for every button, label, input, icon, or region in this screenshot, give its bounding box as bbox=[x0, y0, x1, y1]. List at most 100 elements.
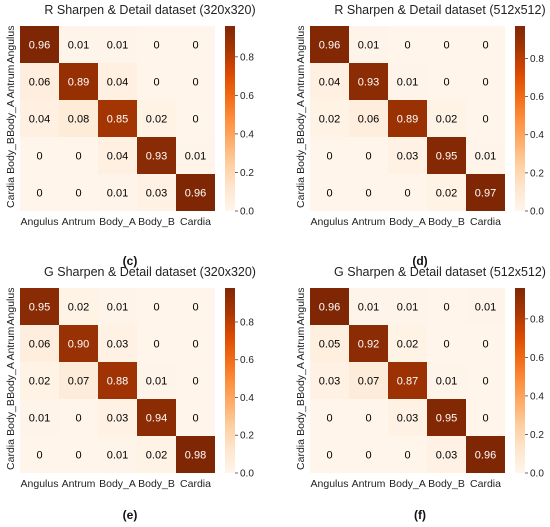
cell-value-label: 0.97 bbox=[475, 188, 496, 200]
cell-value-label: 0.01 bbox=[107, 40, 128, 52]
x-tick-label: Antrum bbox=[352, 216, 386, 228]
heatmap-cell bbox=[98, 288, 137, 325]
cell-value-label: 0 bbox=[443, 339, 449, 351]
cell-value-label: 0.01 bbox=[436, 376, 457, 388]
y-tick-label: Body_A bbox=[5, 100, 17, 137]
heatmap-cell bbox=[349, 436, 388, 473]
y-tick-label: Antrum bbox=[5, 326, 17, 360]
cell-value-label: 0.01 bbox=[185, 151, 206, 163]
cell-value-label: 0.01 bbox=[29, 413, 50, 425]
cell-value-label: 0.05 bbox=[319, 339, 340, 351]
colorbar-tick-label: 0.6 bbox=[240, 91, 254, 102]
cell-value-label: 0 bbox=[75, 450, 81, 462]
heatmap-cell bbox=[137, 137, 176, 174]
cell-value-label: 0.93 bbox=[358, 77, 379, 89]
cell-value-label: 0.08 bbox=[68, 114, 89, 126]
cell-value-label: 0.03 bbox=[107, 339, 128, 351]
cell-value-label: 0 bbox=[482, 40, 488, 52]
y-tick-label: Angulus bbox=[5, 26, 17, 64]
cell-value-label: 0.01 bbox=[107, 188, 128, 200]
cell-value-label: 0.88 bbox=[107, 376, 128, 388]
x-tick-label: Cardia bbox=[470, 478, 501, 490]
heatmap-cell bbox=[98, 325, 137, 362]
colorbar-tick-label: 0.2 bbox=[530, 168, 544, 179]
heatmap-cell bbox=[388, 137, 427, 174]
cell-value-label: 0.89 bbox=[68, 77, 89, 89]
cell-value-label: 0 bbox=[482, 114, 488, 126]
heatmap-cell bbox=[349, 137, 388, 174]
colorbar-tick-label: 0.0 bbox=[530, 469, 544, 480]
cell-value-label: 0 bbox=[443, 77, 449, 89]
heatmap-cell bbox=[310, 137, 349, 174]
heatmap-cell bbox=[466, 399, 505, 436]
heatmap-cell bbox=[388, 362, 427, 399]
y-tick-label: Body_B bbox=[5, 137, 17, 174]
cell-value-label: 0.92 bbox=[358, 339, 379, 351]
cell-value-label: 0 bbox=[482, 339, 488, 351]
cell-value-label: 0.04 bbox=[107, 151, 128, 163]
heatmap-cell bbox=[176, 399, 215, 436]
heatmap-cell bbox=[137, 362, 176, 399]
x-tick-label: Antrum bbox=[62, 478, 96, 490]
y-tick-label: Antrum bbox=[295, 64, 307, 98]
cell-value-label: 0.06 bbox=[29, 339, 50, 351]
cell-value-label: 0 bbox=[482, 413, 488, 425]
heatmap-cell bbox=[310, 399, 349, 436]
heatmap-cell bbox=[59, 436, 98, 473]
heatmap-panel-1: R Sharpen & Detail dataset (320x320) 0.96… bbox=[5, 3, 256, 268]
cell-value-label: 0 bbox=[75, 151, 81, 163]
heatmap-cell bbox=[427, 288, 466, 325]
cell-value-label: 0.03 bbox=[436, 450, 457, 462]
cell-value-label: 0 bbox=[75, 413, 81, 425]
x-tick-label: Angulus bbox=[311, 478, 349, 490]
heatmap-cell bbox=[176, 26, 215, 63]
heatmap-cell bbox=[349, 26, 388, 63]
cell-value-label: 0.01 bbox=[358, 40, 379, 52]
cell-value-label: 0.90 bbox=[68, 339, 89, 351]
colorbar-tick-label: 0.0 bbox=[530, 207, 544, 218]
x-tick-label: Body_B bbox=[138, 478, 175, 490]
cell-value-label: 0.04 bbox=[107, 77, 128, 89]
cell-value-label: 0 bbox=[153, 339, 159, 351]
cell-value-label: 0.01 bbox=[146, 376, 167, 388]
cell-value-label: 0 bbox=[326, 151, 332, 163]
x-tick-label: Angulus bbox=[21, 478, 59, 490]
panel-letter: (e) bbox=[123, 508, 138, 522]
heatmap-cell bbox=[466, 63, 505, 100]
colorbar-tick-label: 0.8 bbox=[530, 54, 544, 65]
heatmap-cell bbox=[388, 325, 427, 362]
heatmap-cell bbox=[20, 325, 59, 362]
cell-value-label: 0.02 bbox=[436, 114, 457, 126]
heatmap-cell bbox=[20, 399, 59, 436]
heatmap-cell bbox=[20, 436, 59, 473]
cell-value-label: 0 bbox=[365, 450, 371, 462]
cell-value-label: 0 bbox=[443, 40, 449, 52]
heatmap-cell bbox=[427, 26, 466, 63]
x-tick-label: Antrum bbox=[62, 216, 96, 228]
x-tick-label: Body_B bbox=[428, 478, 465, 490]
panel-letter: (c) bbox=[123, 254, 138, 268]
cell-value-label: 0.04 bbox=[319, 77, 340, 89]
heatmap-cell bbox=[427, 174, 466, 211]
cell-value-label: 0.02 bbox=[146, 450, 167, 462]
cell-value-label: 0.96 bbox=[319, 40, 340, 52]
y-tick-label: Body_B bbox=[295, 137, 307, 174]
heatmap-cell bbox=[466, 325, 505, 362]
y-tick-label: Angulus bbox=[295, 26, 307, 64]
x-tick-label: Antrum bbox=[352, 478, 386, 490]
cell-value-label: 0 bbox=[326, 188, 332, 200]
panel-letter: (f) bbox=[414, 508, 426, 522]
heatmap-cell bbox=[137, 325, 176, 362]
heatmap-cell bbox=[310, 26, 349, 63]
heatmap-cell bbox=[466, 174, 505, 211]
y-tick-label: Cardia bbox=[5, 439, 17, 470]
cell-value-label: 0.02 bbox=[436, 188, 457, 200]
cell-value-label: 0 bbox=[365, 413, 371, 425]
colorbar-tick-label: 0.0 bbox=[240, 469, 254, 480]
heatmap-cell bbox=[466, 362, 505, 399]
cell-value-label: 0 bbox=[365, 151, 371, 163]
heatmap-cell bbox=[466, 26, 505, 63]
x-tick-label: Body_A bbox=[389, 216, 426, 228]
y-tick-label: Cardia bbox=[295, 177, 307, 208]
cell-value-label: 0 bbox=[192, 114, 198, 126]
